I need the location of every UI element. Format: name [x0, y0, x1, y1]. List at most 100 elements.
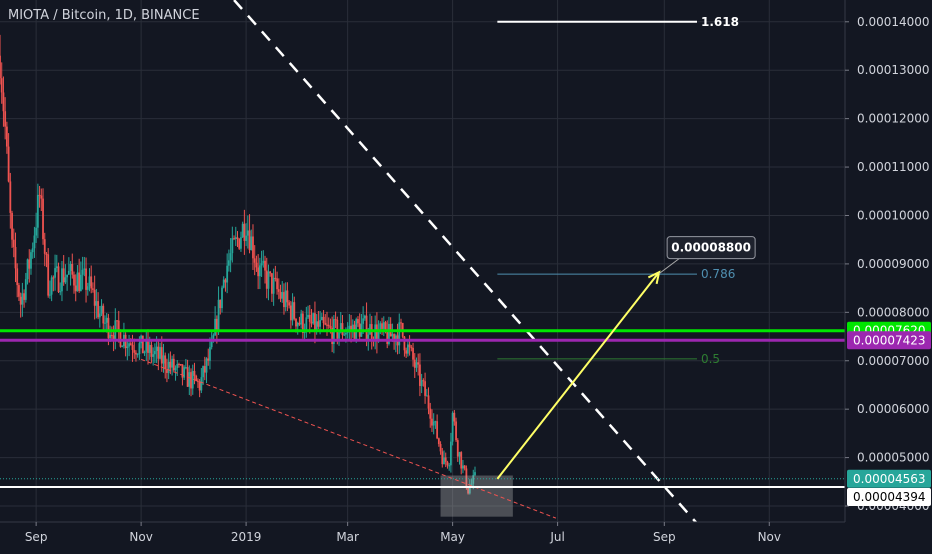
- candle-up: [343, 334, 346, 336]
- candle-up: [209, 347, 211, 361]
- candle-up: [388, 323, 390, 344]
- candle-up: [136, 354, 139, 356]
- candle-down: [289, 305, 292, 321]
- candle-down: [112, 335, 115, 341]
- candle-up: [300, 313, 303, 325]
- last-price-price-tag: [847, 469, 931, 488]
- candle-up: [30, 252, 32, 269]
- candle-down: [166, 369, 168, 373]
- candle-down: [62, 268, 65, 283]
- candle-down: [248, 230, 251, 251]
- candle-down: [264, 260, 266, 271]
- y-tick-label: 0.00014000: [857, 15, 930, 29]
- candle-down: [410, 347, 413, 349]
- candle-down: [11, 212, 13, 240]
- candle-up: [363, 315, 366, 319]
- candle-up: [217, 299, 220, 332]
- candle-up: [121, 346, 124, 348]
- fib-label: 0.786: [701, 267, 735, 281]
- candle-up: [339, 323, 342, 333]
- y-tick-label: 0.00007000: [857, 354, 930, 368]
- candle-down: [467, 487, 470, 494]
- candle-up: [377, 329, 380, 341]
- candle-down: [419, 364, 421, 386]
- candle-down: [412, 347, 414, 360]
- fib-label: 1.618: [701, 15, 739, 29]
- candle-up: [406, 344, 409, 354]
- candle-up: [391, 334, 394, 337]
- candle-up: [267, 271, 270, 289]
- candle-up: [79, 274, 82, 292]
- candle-up: [258, 265, 261, 277]
- candle-down: [298, 322, 301, 325]
- candle-down: [271, 273, 273, 294]
- x-tick-label: Sep: [25, 530, 48, 544]
- candle-up: [234, 237, 237, 240]
- candle-up: [305, 317, 308, 332]
- candle-down: [460, 452, 463, 469]
- candle-down: [324, 323, 327, 325]
- candle-down: [431, 418, 433, 426]
- candle-down: [238, 239, 241, 249]
- candle-down: [207, 358, 210, 361]
- candle-down: [57, 266, 60, 292]
- candle-up: [462, 465, 464, 469]
- candle-down: [393, 334, 396, 342]
- candle-down: [276, 278, 278, 290]
- candle-down: [465, 468, 468, 488]
- candle-up: [162, 355, 165, 364]
- candle-up: [159, 347, 161, 359]
- candle-up: [415, 362, 418, 368]
- candle-down: [274, 277, 277, 279]
- candle-up: [472, 475, 475, 484]
- candle-down: [133, 349, 136, 353]
- candle-down: [116, 320, 118, 322]
- candle-up: [128, 343, 130, 347]
- y-tick-label: 0.00012000: [857, 112, 930, 126]
- annotation-box: [666, 236, 756, 260]
- price-axis[interactable]: 0.00014000 0.00013000 0.00012000 0.00011000…: [844, 0, 932, 550]
- candle-down: [147, 340, 149, 353]
- candle-up: [152, 354, 155, 357]
- candle-up: [126, 346, 129, 349]
- candle-up: [183, 367, 186, 378]
- candle-up: [449, 441, 452, 466]
- candle-up: [470, 483, 473, 487]
- candle-down: [16, 268, 19, 286]
- candle-up: [95, 301, 98, 306]
- candle-down: [74, 285, 77, 292]
- candle-down: [224, 279, 227, 283]
- candle-down: [456, 440, 459, 457]
- candle-up: [105, 317, 108, 323]
- candle-up: [291, 302, 294, 321]
- candle-down: [40, 195, 43, 199]
- candle-down: [157, 346, 160, 359]
- candle-up: [245, 235, 247, 241]
- time-axis[interactable]: Sep Nov 2019 Mar May Jul Sep Nov: [0, 521, 932, 550]
- candle-down: [141, 335, 144, 354]
- last-price-price-label: 0.00004563: [853, 472, 926, 486]
- candle-down: [265, 270, 268, 289]
- candle-down: [28, 259, 31, 269]
- candle-down: [408, 344, 411, 348]
- candle-up: [55, 266, 58, 269]
- drawings: 1.618 0.786 0.5 0.00008800: [0, 0, 845, 525]
- candle-up: [362, 318, 365, 324]
- candle-up: [250, 236, 253, 251]
- candle-up: [153, 351, 156, 355]
- candle-down: [102, 305, 105, 324]
- candle-down: [71, 263, 74, 275]
- candle-down: [92, 288, 94, 290]
- candle-down: [150, 344, 153, 357]
- candle-up: [49, 294, 51, 296]
- candle-down: [384, 322, 387, 332]
- candle-down: [444, 457, 447, 462]
- candle-down: [117, 320, 120, 332]
- candle-down: [47, 254, 50, 296]
- candle-up: [83, 268, 86, 270]
- candle-down: [107, 317, 110, 339]
- annotation-pointer: [658, 258, 680, 274]
- candle-up: [231, 238, 234, 254]
